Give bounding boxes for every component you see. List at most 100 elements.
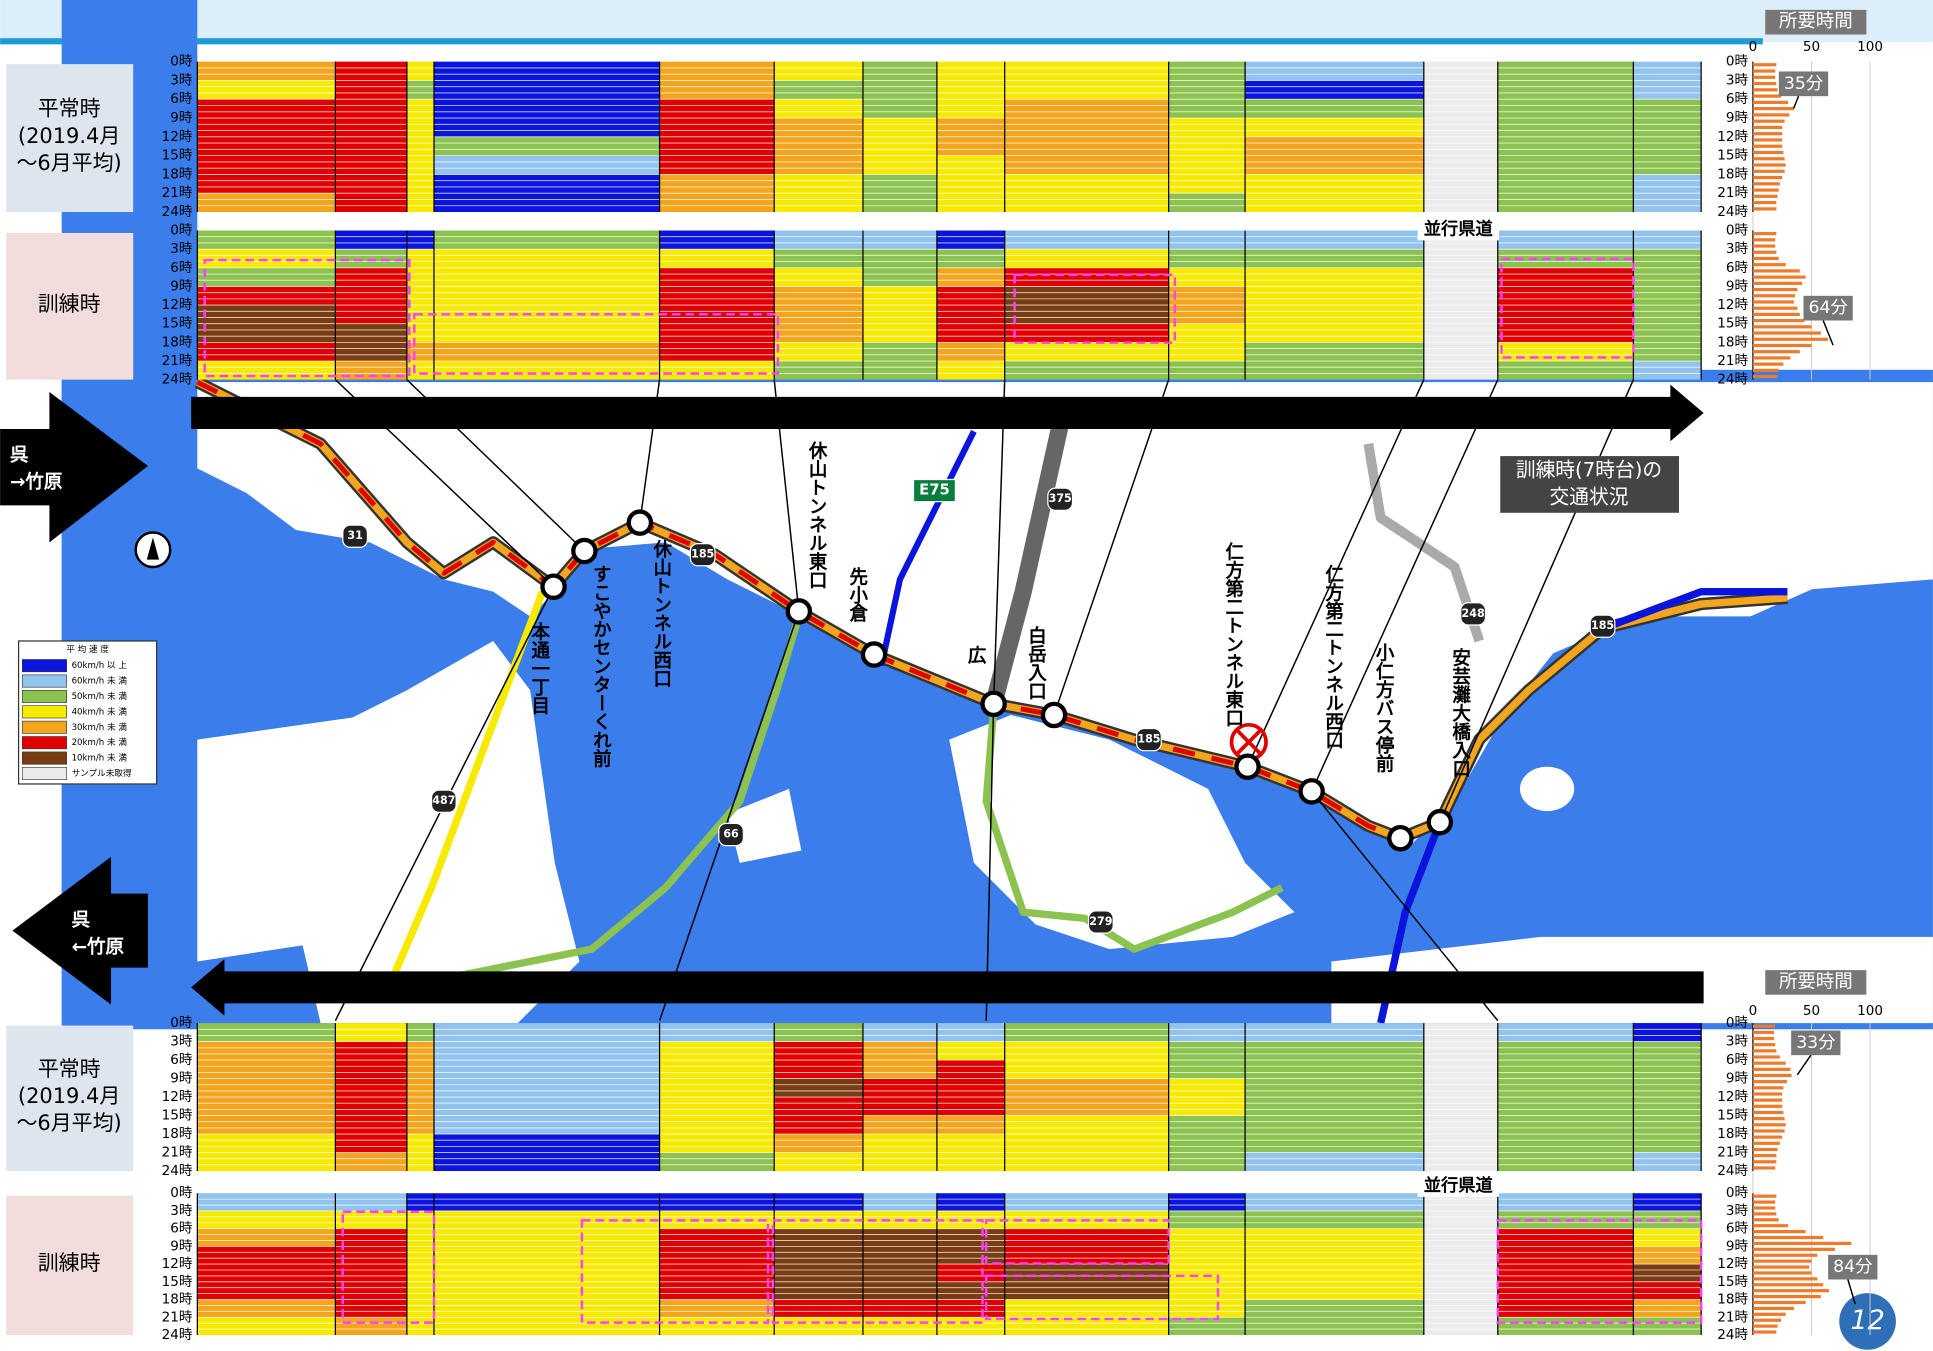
speed-cell [197,156,335,175]
speed-cell [863,62,937,81]
travel-bar [1753,1248,1835,1251]
travel-bar [1753,1105,1782,1108]
legend-label: 40km/h 未 満 [72,705,128,717]
speed-cell [197,1246,335,1264]
speed-cell [660,1211,775,1229]
speed-cell [1005,1134,1169,1152]
speed-cell [197,1300,335,1318]
speed-cell [434,1023,660,1041]
speed-cell [1633,1317,1701,1335]
speed-cell [1245,62,1424,81]
speed-cell [1424,1317,1498,1335]
speed-cell [863,156,937,175]
speed-cell [1245,156,1424,175]
speed-cell [407,1023,434,1041]
speed-cell [1633,361,1701,380]
speed-cell [407,1097,434,1115]
speed-cell [1005,80,1169,99]
speed-cell [937,1317,1005,1335]
speed-cell [660,1264,775,1282]
speed-cell [1498,137,1634,156]
speed-cell [335,1300,406,1318]
speed-cell [1005,1300,1169,1318]
travel-bar [1753,269,1800,272]
x-tick-label: 50 [1803,1003,1820,1019]
speed-cell [407,1079,434,1097]
speed-cell [774,1116,863,1134]
hour-label: 18時 [1717,1126,1748,1142]
hour-label: 9時 [1726,1071,1749,1087]
speed-cell [434,80,660,99]
speed-cell [1169,1246,1245,1264]
speed-cell [1424,1300,1498,1318]
speed-cell [1245,361,1424,380]
speed-cell [407,1317,434,1335]
speed-cell [774,1042,863,1060]
speed-cell [1245,1134,1424,1152]
speed-cell [660,342,775,361]
hour-label: 3時 [170,1034,193,1050]
speed-cell [937,156,1005,175]
hour-label: 24時 [162,1163,193,1179]
travel-bar [1753,1242,1851,1245]
speed-cell [1424,1060,1498,1078]
travel-bar [1753,363,1783,366]
speed-cell [434,361,660,380]
travel-bar [1753,1049,1776,1052]
speed-cell [1633,1300,1701,1318]
speed-cell [1245,1246,1424,1264]
speed-cell [774,1134,863,1152]
speed-cell [1633,193,1701,212]
speed-cell [1169,1211,1245,1229]
travel-bar [1753,307,1797,310]
speed-cell [1169,361,1245,380]
speed-cell [1245,1116,1424,1134]
speed-cell [660,249,775,268]
speed-cell [1424,1023,1498,1041]
speed-cell [1245,1300,1424,1318]
speed-cell [1245,1211,1424,1229]
travel-bar [1753,1142,1780,1145]
station [1389,827,1411,849]
speed-cell [937,137,1005,156]
speed-cell [660,1282,775,1300]
speed-cell [863,305,937,324]
condition-label: (2019.4月 [18,1084,120,1108]
travel-bar [1753,88,1778,91]
speed-cell [197,1097,335,1115]
speed-cell [1424,1211,1498,1229]
speed-cell [1498,1282,1634,1300]
speed-cell [197,286,335,305]
speed-cell [197,1042,335,1060]
legend-swatch [22,706,66,718]
travel-bar [1753,1307,1794,1310]
speed-cell [1498,361,1634,380]
speed-cell [434,137,660,156]
speed-cell [937,80,1005,99]
speed-cell [863,1300,937,1318]
speed-cell [1498,1097,1634,1115]
travel-bar [1753,1236,1823,1239]
speed-cell [660,1079,775,1097]
speed-cell [937,1134,1005,1152]
speed-cell [863,361,937,380]
speed-cell [1424,1042,1498,1060]
hour-label: 15時 [162,148,193,164]
speed-cell [1633,118,1701,137]
legend-swatch [22,767,66,779]
speed-cell [660,99,775,118]
speed-cell [197,1211,335,1229]
side-road-label: 並行県道 [1424,1175,1494,1196]
speed-cell [1169,1153,1245,1171]
hour-label: 3時 [170,241,193,257]
speed-cell [1169,268,1245,287]
speed-cell [1424,342,1498,361]
hour-label: 6時 [170,1052,193,1068]
direction-label: 呉 [72,910,91,931]
speed-cell [1245,137,1424,156]
speed-cell [863,286,937,305]
speed-cell [335,193,406,212]
speed-cell [1245,305,1424,324]
speed-cell [937,249,1005,268]
speed-cell [1169,1300,1245,1318]
